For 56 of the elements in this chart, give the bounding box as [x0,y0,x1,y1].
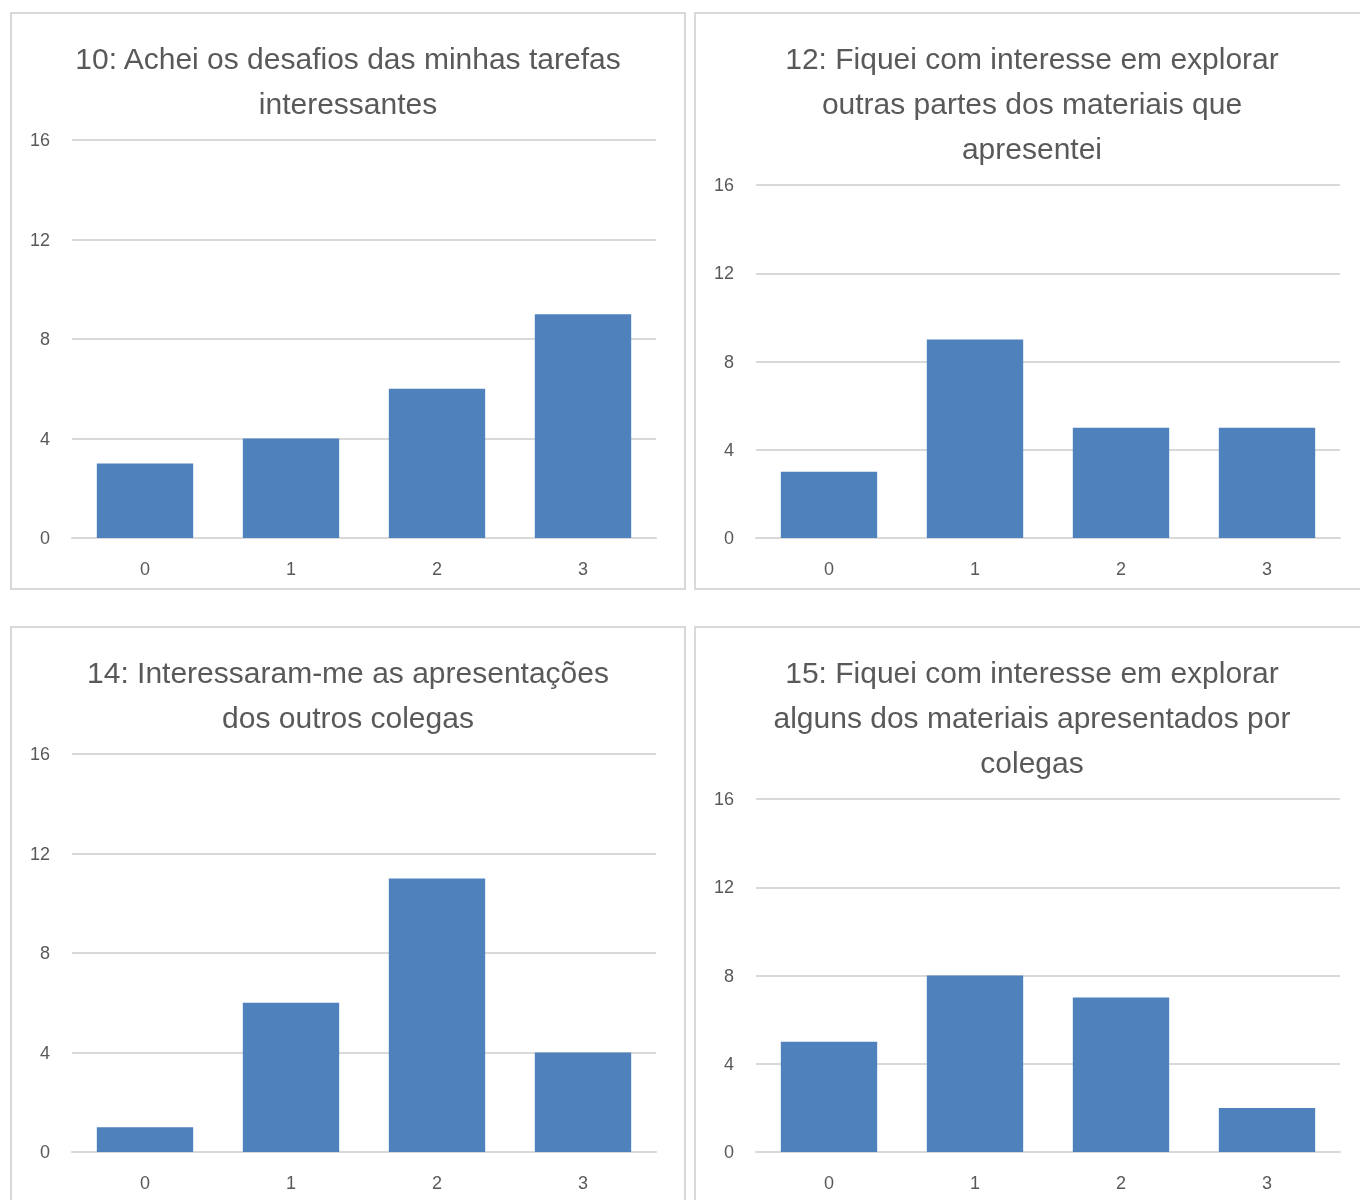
x-tick-label: 3 [1261,559,1273,579]
y-tick-label: 8 [39,943,50,963]
x-tick-label: 2 [431,1173,443,1193]
x-tick-label: 1 [969,559,981,579]
y-tick-label: 0 [723,528,734,548]
y-tick-label: 0 [39,1142,50,1162]
x-tick-label: 3 [1261,1173,1273,1193]
y-tick-label: 4 [39,428,50,449]
x-tick-label: 2 [431,559,443,579]
bar [96,463,194,538]
bar [242,1002,340,1152]
y-tick-label: 16 [29,744,50,764]
y-tick-label: 8 [39,329,50,349]
y-tick-label: 16 [713,175,734,195]
bar [780,471,878,538]
bar [242,438,340,538]
bar [1218,427,1316,538]
bar [534,1052,632,1152]
x-tick-label: 1 [285,559,297,579]
y-tick-label: 12 [29,229,50,250]
chart-title: 15: Fiquei com interesse em explorar alguns dos materiais apresentados por colegas [772,655,1292,781]
x-tick-label: 0 [139,559,151,579]
chart-title: 10: Achei os desafios das minhas tarefas interessantes [74,41,622,122]
bar [388,878,486,1152]
y-tick-label: 16 [713,789,734,809]
bar [926,339,1024,538]
bar [1072,997,1170,1152]
x-tick-label: 1 [285,1173,297,1193]
bar [926,975,1024,1152]
bar [1072,427,1170,538]
bar [96,1127,194,1152]
x-tick-label: 0 [823,1173,835,1193]
x-tick-label: 3 [577,1173,589,1193]
x-tick-label: 2 [1115,1173,1127,1193]
bar [1218,1107,1316,1152]
x-tick-label: 0 [139,1173,151,1193]
y-tick-label: 4 [723,1053,734,1074]
y-tick-label: 12 [713,877,734,898]
y-tick-label: 12 [713,263,734,284]
bar [534,314,632,538]
y-tick-label: 4 [723,439,734,460]
chart-title: 12: Fiquei com interesse em explorar outras partes dos materiais que apresentei [784,41,1280,167]
y-tick-label: 8 [723,965,734,986]
bar [780,1041,878,1152]
bar [388,388,486,538]
x-tick-label: 3 [577,559,589,579]
y-tick-label: 4 [39,1042,50,1063]
y-tick-label: 16 [29,130,50,150]
x-tick-label: 1 [969,1173,981,1193]
x-tick-label: 2 [1115,559,1127,579]
y-tick-label: 12 [29,843,50,864]
chart-title: 14: Interessaram-me as apresentações dos outros colegas [86,655,610,736]
y-tick-label: 0 [723,1142,734,1162]
y-tick-label: 8 [723,351,734,372]
x-tick-label: 0 [823,559,835,579]
y-tick-label: 0 [39,528,50,548]
